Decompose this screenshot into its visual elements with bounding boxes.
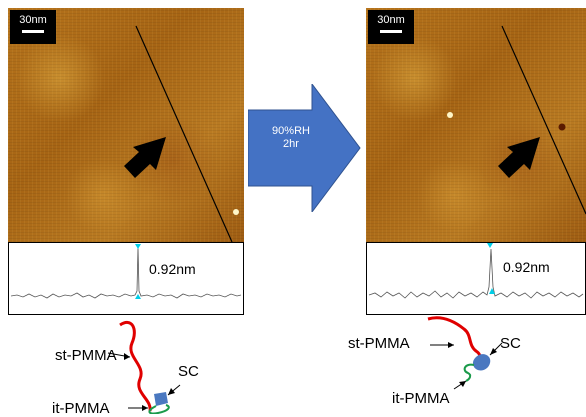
scale-label: 30nm xyxy=(377,14,405,26)
particle xyxy=(233,209,239,215)
scale-label: 30nm xyxy=(19,14,47,26)
profile-trace xyxy=(10,244,242,299)
molecule-schematic-before xyxy=(107,320,181,414)
marker-bottom xyxy=(489,288,495,294)
scale-bar xyxy=(22,30,44,33)
afm-image-before: 30nm xyxy=(8,8,244,242)
feature-arrow-icon xyxy=(498,137,540,178)
profile-line xyxy=(10,246,242,299)
it-pmma-label: it-PMMA xyxy=(392,390,450,407)
process-arrow-icon xyxy=(248,84,361,212)
section-line xyxy=(135,25,233,242)
it-pmma-label: it-PMMA xyxy=(52,400,110,417)
height-label: 0.92nm xyxy=(503,259,550,275)
st-pmma-label: st-PMMA xyxy=(55,347,117,364)
process-duration: 2hr xyxy=(283,138,299,150)
process-arrow-shape xyxy=(248,84,361,212)
st-pmma-label: st-PMMA xyxy=(348,335,410,352)
st-pmma-chain xyxy=(427,316,482,363)
feature-arrow-icon xyxy=(124,137,166,178)
afm-image-after: 30nm xyxy=(366,8,586,242)
sc-label: SC xyxy=(178,363,199,380)
st-pmma-chain xyxy=(119,320,152,412)
marker-bottom xyxy=(135,294,141,299)
profile-trace xyxy=(368,243,584,299)
sc-blob xyxy=(472,354,491,371)
afm-overlay-after xyxy=(447,25,586,215)
scale-bar-box: 30nm xyxy=(368,10,414,44)
particle xyxy=(447,112,453,118)
it-pointer-arrowhead xyxy=(142,405,148,411)
st-pointer-arrowhead xyxy=(448,342,454,348)
marker-top xyxy=(487,243,493,248)
afm-overlay-before xyxy=(124,25,239,242)
section-line xyxy=(501,25,586,215)
sc-pointer-arrowhead xyxy=(168,388,175,395)
molecule-schematic-after xyxy=(427,316,503,390)
it-pointer-arrowhead xyxy=(459,381,466,387)
process-label: 90%RH 2hr xyxy=(256,125,326,151)
sc-label: SC xyxy=(500,335,521,352)
marker-top xyxy=(135,244,141,249)
defect-spot xyxy=(558,123,566,131)
scale-bar xyxy=(380,30,402,33)
process-condition: 90%RH xyxy=(272,125,310,137)
height-profile-after: 0.92nm xyxy=(366,242,586,315)
sc-blob xyxy=(154,392,168,406)
profile-line xyxy=(368,248,584,299)
height-profile-before: 0.92nm xyxy=(8,242,244,315)
height-label: 0.92nm xyxy=(149,261,196,277)
st-pointer-arrowhead xyxy=(124,353,130,360)
it-pmma-chain xyxy=(463,363,475,382)
sc-pointer-arrowhead xyxy=(490,348,497,355)
it-pmma-chain xyxy=(148,404,170,414)
scale-bar-box: 30nm xyxy=(10,10,56,44)
